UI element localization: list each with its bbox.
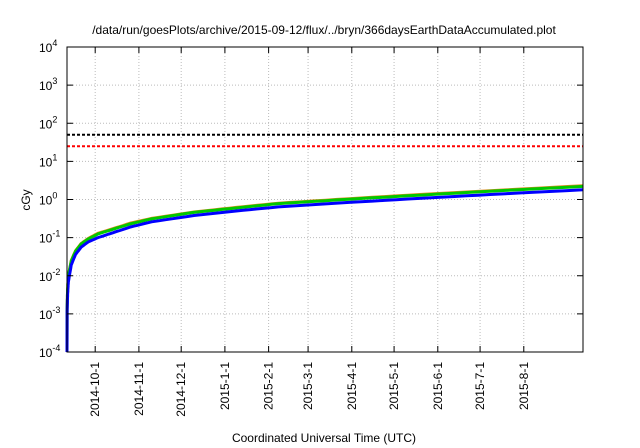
x-tick-label: 2015-3-1 (301, 362, 315, 410)
series-line-green (65, 184, 584, 353)
threshold-lines (67, 133, 583, 148)
y-tick-label: 104 (39, 38, 57, 55)
chart-title: /data/run/goesPlots/archive/2015-09-12/f… (92, 23, 556, 37)
x-tick-label: 2015-8-1 (517, 362, 531, 410)
x-tick-label: 2014-11-1 (132, 362, 146, 416)
y-tick-label: 10-4 (39, 343, 60, 360)
x-tick-label: 2015-7-1 (473, 362, 487, 410)
y-tick-label: 10-3 (39, 305, 60, 322)
y-axis-ticks: 10-4 10-3 10-2 10-1 100 101 102 103 104 (39, 38, 583, 360)
x-axis-ticks: 2014-10-1 2014-11-1 2014-12-1 2015-1-1 2015-… (88, 47, 531, 417)
x-tick-label: 2015-5-1 (387, 362, 401, 410)
series-lines (65, 184, 584, 353)
y-axis-label: cGy (19, 189, 33, 210)
series-line-orange (65, 184, 584, 353)
y-tick-label: 10-1 (39, 229, 60, 246)
y-tick-label: 10-2 (39, 267, 60, 284)
y-tick-label: 101 (39, 152, 57, 169)
x-tick-label: 2014-10-1 (88, 362, 102, 417)
x-tick-label: 2015-6-1 (431, 362, 445, 410)
y-tick-label: 100 (39, 191, 57, 208)
x-tick-label: 2015-2-1 (262, 362, 276, 410)
series-line-blue (65, 188, 584, 353)
x-tick-label: 2015-4-1 (345, 362, 359, 410)
x-axis-label: Coordinated Universal Time (UTC) (232, 431, 416, 445)
y-tick-label: 102 (39, 114, 57, 131)
y-tick-label: 103 (39, 76, 57, 93)
x-tick-label: 2015-1-1 (218, 362, 232, 410)
x-tick-label: 2014-12-1 (174, 362, 188, 417)
